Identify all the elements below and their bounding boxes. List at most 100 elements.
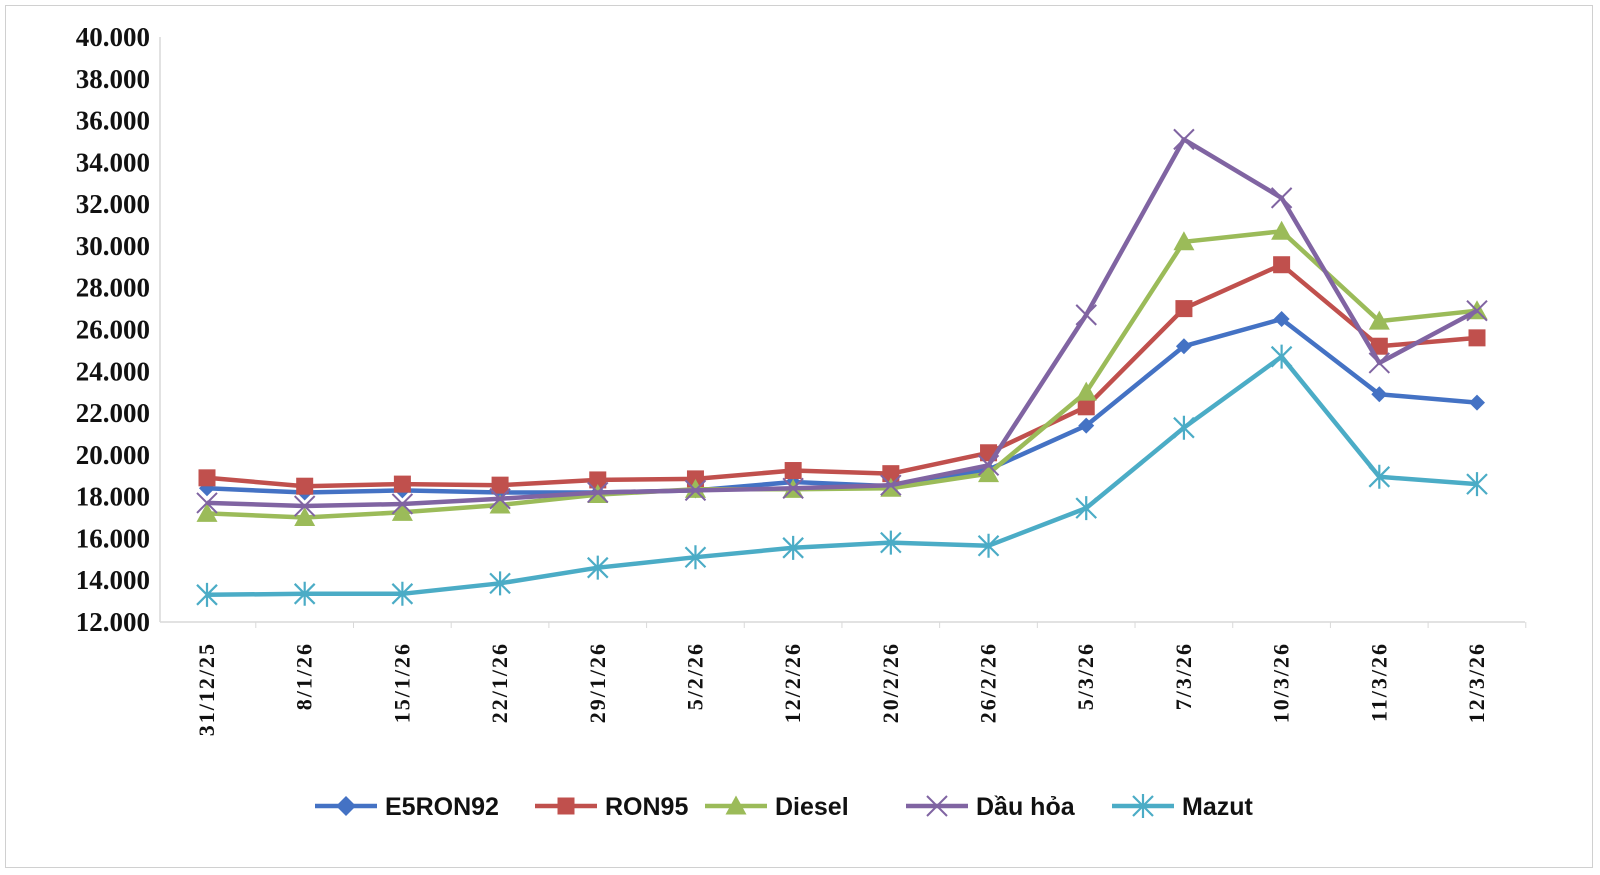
x-tick-label: 5/3/26 (1073, 642, 1098, 710)
data-point (489, 571, 511, 596)
x-tick-label: 5/2/26 (682, 642, 707, 710)
series-line (206, 316, 1478, 495)
data-point (684, 545, 707, 570)
legend-marker (725, 795, 747, 815)
y-tick-label: 18.000 (76, 482, 150, 512)
x-tick-label: 31/12/25 (194, 642, 219, 736)
x-tick-label: 7/3/26 (1171, 642, 1196, 710)
data-point (489, 488, 511, 510)
data-point (293, 495, 316, 517)
data-point (978, 463, 1000, 483)
x-tick-label: 15/1/26 (389, 642, 414, 723)
data-point (782, 477, 804, 499)
data-point (196, 582, 218, 607)
data-point (1175, 300, 1193, 318)
data-point (296, 477, 314, 495)
data-point (589, 471, 607, 489)
legend-item: E5RON92 (315, 793, 499, 821)
x-tick-label: 11/3/26 (1366, 642, 1391, 722)
data-point (1175, 338, 1192, 355)
data-point (782, 535, 804, 560)
legend-label: RON95 (605, 793, 688, 821)
x-tick-label: 22/1/26 (487, 642, 512, 723)
legend-item: Mazut (1112, 793, 1254, 821)
data-point (198, 469, 216, 487)
series-d-u-h-a (196, 128, 1488, 517)
data-point (1075, 304, 1097, 326)
data-point (1075, 496, 1098, 521)
data-point (1273, 256, 1291, 274)
series-line (206, 137, 1479, 509)
data-point (1173, 128, 1195, 151)
y-tick-label: 12.000 (76, 607, 150, 637)
x-tick-label: 12/3/26 (1464, 642, 1489, 723)
legend-label: Diesel (775, 793, 849, 821)
data-point (393, 475, 411, 493)
legend-item: Dầu hỏa (906, 793, 1076, 821)
data-point (1173, 231, 1195, 251)
data-point (880, 530, 902, 555)
data-point (880, 474, 902, 496)
y-tick-label: 34.000 (76, 147, 150, 177)
legend-marker (557, 797, 575, 815)
data-point (491, 476, 509, 494)
data-point (1468, 329, 1486, 347)
data-point (391, 501, 413, 521)
data-point (1368, 310, 1390, 330)
data-point (1466, 472, 1488, 497)
data-point (196, 492, 218, 514)
legend-marker (926, 795, 948, 817)
y-tick-label: 22.000 (76, 398, 150, 428)
legend-item: Diesel (705, 793, 849, 821)
legend-label: Mazut (1182, 793, 1254, 821)
data-point (293, 581, 316, 606)
data-point (1466, 299, 1488, 322)
x-tick-label: 26/2/26 (976, 642, 1001, 723)
data-point (1371, 386, 1388, 403)
data-point (684, 479, 707, 502)
y-tick-label: 38.000 (76, 64, 150, 94)
data-point (1270, 187, 1293, 209)
series-mazut (196, 344, 1488, 607)
data-point (1370, 337, 1388, 355)
series-line (206, 262, 1478, 489)
legend-label: Dầu hỏa (976, 793, 1076, 821)
legend-marker (336, 796, 356, 816)
x-tick-label: 8/1/26 (292, 642, 317, 710)
data-point (1075, 381, 1097, 401)
series-ron95 (198, 256, 1486, 495)
data-point (977, 533, 1000, 558)
data-point (1173, 415, 1195, 440)
data-point (1368, 352, 1391, 374)
y-tick-label: 16.000 (76, 523, 150, 553)
y-tick-label: 36.000 (76, 106, 150, 136)
chart-frame (5, 5, 1593, 868)
data-point (784, 462, 802, 480)
data-point (1271, 220, 1293, 240)
x-tick-label: 20/2/26 (878, 642, 903, 723)
data-point (294, 507, 316, 527)
data-point (882, 465, 900, 483)
data-point (1368, 464, 1391, 489)
x-tick-label: 29/1/26 (585, 642, 610, 723)
series-line (206, 229, 1478, 520)
data-point (977, 454, 1000, 477)
data-point (586, 555, 609, 580)
data-point (391, 581, 414, 606)
y-tick-label: 32.000 (76, 189, 150, 219)
x-tick-label: 12/2/26 (780, 642, 805, 723)
data-point (587, 481, 609, 504)
y-tick-label: 20.000 (76, 440, 150, 470)
data-point (1273, 311, 1290, 328)
y-tick-label: 40.000 (76, 22, 150, 52)
data-point (1078, 417, 1095, 434)
x-tick-label: 10/3/26 (1269, 642, 1294, 723)
y-tick-label: 28.000 (76, 273, 150, 303)
legend-marker (1132, 794, 1154, 818)
data-point (391, 493, 414, 515)
y-tick-label: 14.000 (76, 565, 150, 595)
data-point (1270, 344, 1293, 369)
y-tick-label: 24.000 (76, 356, 150, 386)
series-line (206, 354, 1478, 598)
